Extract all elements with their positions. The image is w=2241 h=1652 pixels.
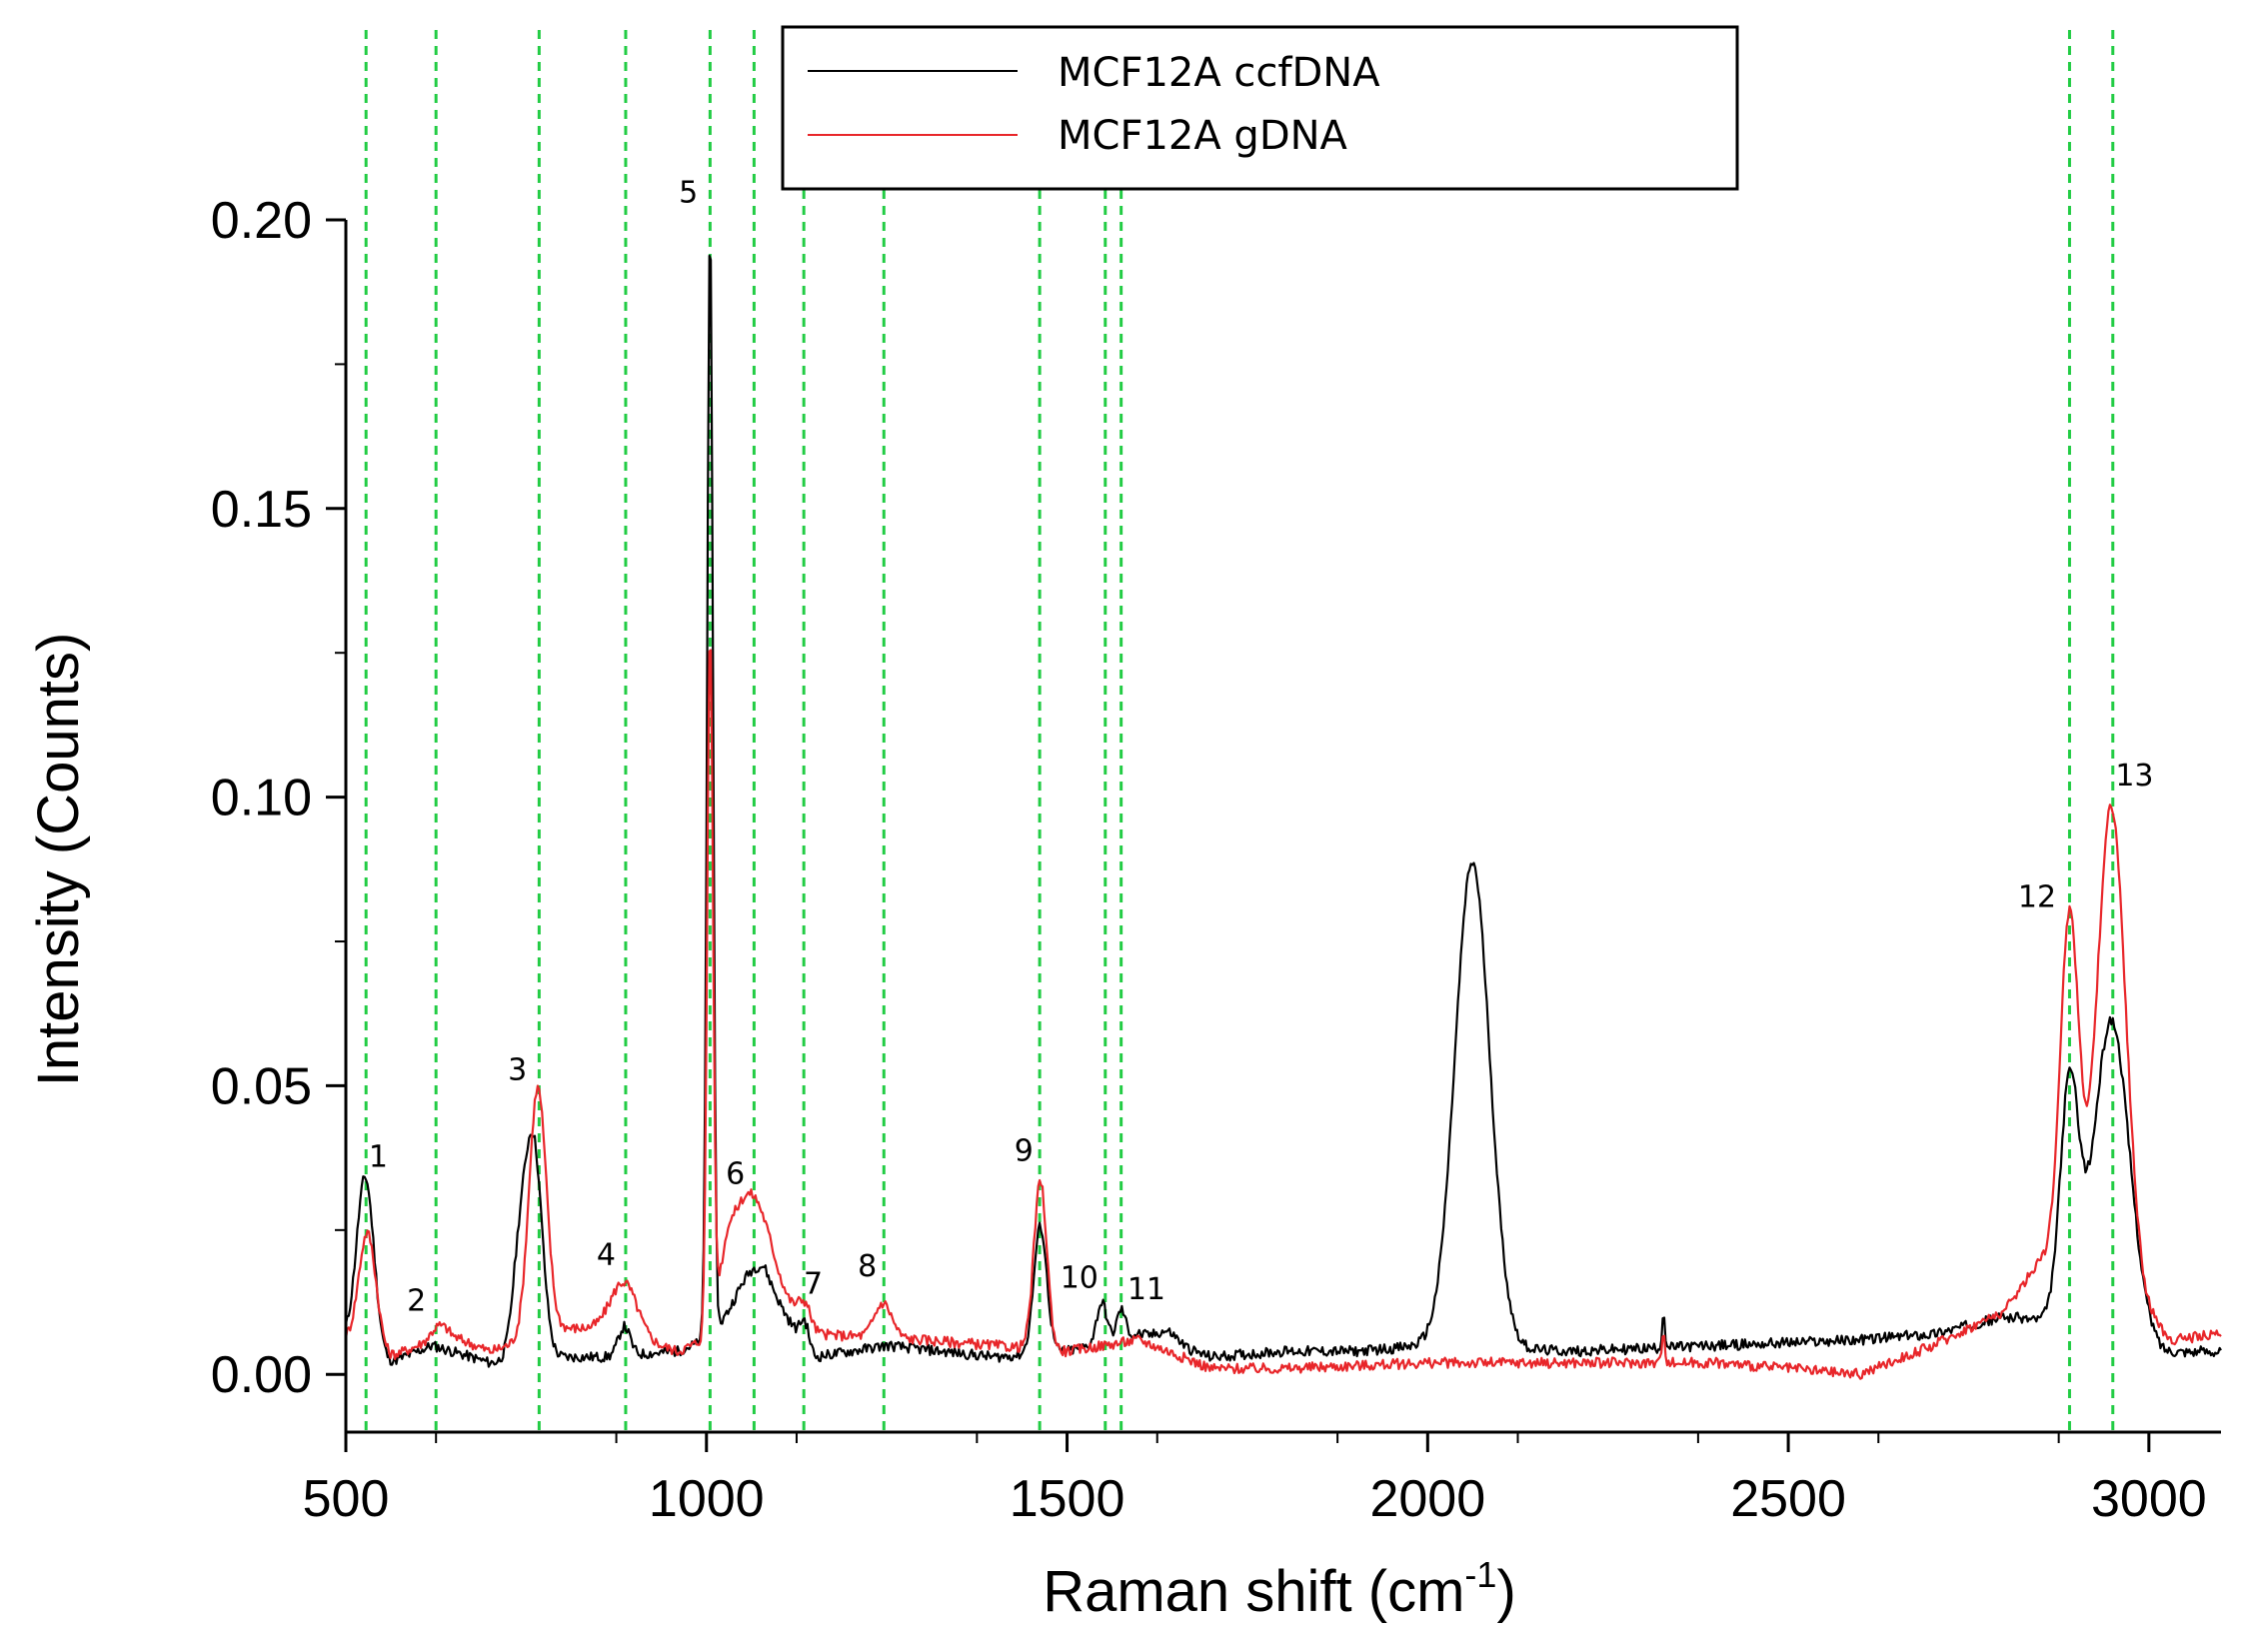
y-axis-title: Intensity (Counts) xyxy=(26,633,91,1087)
series-line-ccfdna xyxy=(344,254,2222,1368)
peak-label-12: 12 xyxy=(2018,879,2056,914)
x-axis-title-main: Raman shift (cm xyxy=(1043,1559,1464,1624)
y-tick-label-4: 0.20 xyxy=(211,192,312,250)
peak-label-2: 2 xyxy=(407,1284,426,1319)
peak-label-11: 11 xyxy=(1127,1272,1165,1307)
peak-label-4: 4 xyxy=(597,1237,616,1272)
peak-label-1: 1 xyxy=(369,1139,388,1174)
x-tick-label-2500: 2500 xyxy=(1730,1470,1846,1528)
x-tick-label-500: 500 xyxy=(303,1470,390,1528)
y-tick-label-0: 0.00 xyxy=(211,1346,312,1404)
ticks: 500 1000 1500 2000 2500 3000 0.00 0.05 0.10 0.15 0… xyxy=(211,192,2207,1528)
x-tick-label-1500: 1500 xyxy=(1010,1470,1125,1528)
reference-lines xyxy=(364,30,2115,1432)
series-layer xyxy=(344,254,2222,1380)
peak-label-7: 7 xyxy=(804,1266,823,1301)
x-tick-label-1000: 1000 xyxy=(649,1470,765,1528)
y-tick-label-2: 0.10 xyxy=(211,770,312,827)
series-line-gdna xyxy=(344,649,2222,1380)
y-tick-label-1: 0.05 xyxy=(211,1057,312,1115)
y-tick-label-3: 0.15 xyxy=(211,481,312,539)
peak-label-5: 5 xyxy=(679,176,698,211)
x-tick-label-2000: 2000 xyxy=(1369,1470,1485,1528)
peak-label-3: 3 xyxy=(508,1053,527,1088)
legend-box xyxy=(781,25,1739,191)
legend-label-ccfdna: MCF12A ccfDNA xyxy=(1058,50,1380,96)
legend-label-gdna: MCF12A gDNA xyxy=(1058,113,1348,159)
peak-label-13: 13 xyxy=(2115,759,2153,794)
peak-label-8: 8 xyxy=(858,1249,877,1284)
peak-label-10: 10 xyxy=(1061,1261,1099,1296)
x-axis-title-superscript: -1 xyxy=(1464,1554,1496,1595)
x-axis-title: Raman shift (cm-1) xyxy=(1043,1554,1516,1624)
legend: MCF12A ccfDNA MCF12A gDNA xyxy=(781,25,1739,191)
peak-label-9: 9 xyxy=(1015,1134,1034,1169)
x-tick-label-3000: 3000 xyxy=(2091,1470,2207,1528)
x-axis-title-suffix: ) xyxy=(1496,1559,1515,1624)
peak-label-6: 6 xyxy=(726,1157,745,1192)
